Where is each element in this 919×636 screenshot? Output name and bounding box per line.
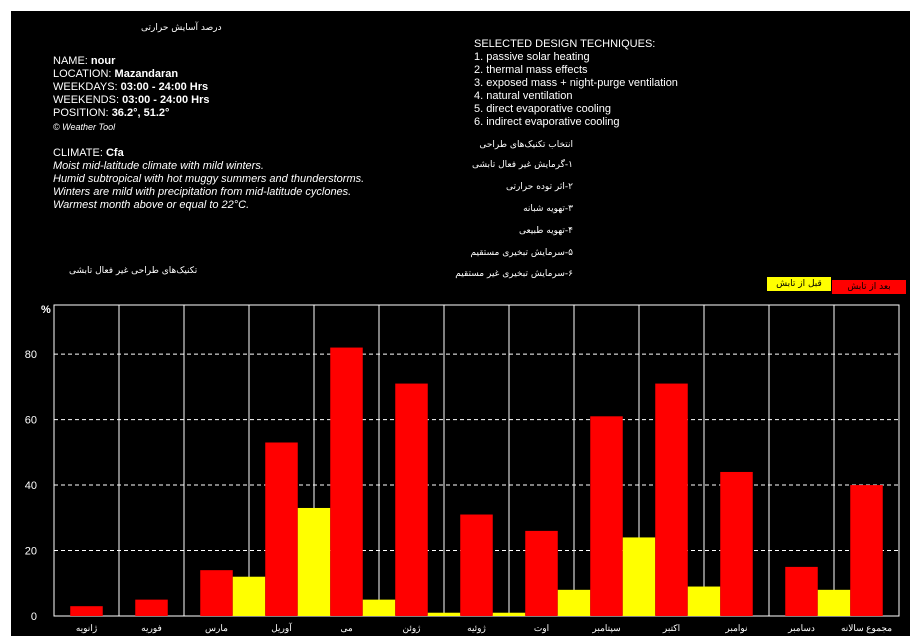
weekends-label: WEEKENDS:	[53, 94, 120, 106]
bar-after	[785, 566, 818, 616]
bar-after	[70, 606, 103, 616]
climate-line: Winters are mild with precipitation from…	[53, 186, 352, 198]
x-tick-label: آوریل	[271, 622, 292, 634]
passive-techniques-label: تکنیک‌های طراحی غیر فعال تابشی	[69, 266, 198, 276]
bar-before	[362, 599, 396, 616]
climate-line: Moist mid-latitude climate with mild win…	[53, 160, 264, 172]
legend-after: بعد از تابش	[832, 280, 906, 294]
x-tick-label: می	[340, 623, 353, 633]
climate-line: Humid subtropical with hot muggy summers…	[53, 173, 365, 185]
bar-chart: % 0 20 40 60 80 ژانویه فوریه مارس آوریل می ژوئن ژوئ…	[25, 304, 900, 634]
bar-after	[655, 383, 688, 616]
y-tick-label: 60	[25, 415, 37, 427]
fa-technique-item: ۱-گرمایش غیر فعال تابشی	[471, 160, 573, 170]
weekends-row: WEEKENDS: 03:00 - 24:00 Hrs	[53, 94, 210, 107]
fa-techniques-heading: انتخاب تکنیک‌های طراحی	[479, 140, 573, 150]
bar-after	[200, 570, 233, 616]
y-tick-label: 40	[25, 480, 37, 492]
location-value: Mazandaran	[114, 68, 179, 80]
location-row: LOCATION: Mazandaran	[53, 68, 178, 81]
x-tick-label: ژوئیه	[467, 623, 486, 634]
fa-technique-item: ۳-تهویه شبانه	[523, 204, 573, 214]
bar-before	[622, 537, 656, 616]
technique-item: 1. passive solar heating	[474, 51, 590, 63]
credit-text: © Weather Tool	[53, 122, 116, 132]
legend-before: قبل از تابش	[767, 277, 831, 291]
climate-label: CLIMATE:	[53, 147, 103, 159]
technique-item: 4. natural ventilation	[474, 90, 573, 102]
x-tick-label: ژوئن	[402, 623, 420, 634]
bar-after	[590, 416, 623, 616]
fa-technique-item: ۶-سرمایش تبخیری غیر مستقیم	[455, 269, 573, 279]
weekdays-label: WEEKDAYS:	[53, 81, 118, 93]
bar-after	[395, 383, 428, 616]
position-value: 36.2°, 51.2°	[111, 107, 170, 119]
bar-after	[330, 347, 363, 616]
fa-technique-item: ۴-تهویه طبیعی	[518, 226, 573, 236]
fa-technique-item: ۵-سرمایش تبخیری مستقیم	[470, 248, 573, 258]
x-tick-label: سپتامبر	[591, 623, 620, 634]
name-row: NAME: nour	[53, 55, 115, 68]
position-label: POSITION:	[53, 107, 109, 119]
climate-row: CLIMATE: Cfa	[53, 147, 124, 160]
fa-technique-item: ۲-اثر توده حرارتی	[505, 182, 573, 192]
name-value: nour	[90, 55, 116, 67]
y-tick-label: 80	[25, 349, 37, 361]
bar-after	[720, 471, 753, 616]
weekdays-value: 03:00 - 24:00 Hrs	[120, 81, 209, 93]
bar-after	[265, 442, 298, 616]
technique-item: 6. indirect evaporative cooling	[474, 116, 620, 128]
x-tick-label: مجموع سالانه	[841, 623, 892, 634]
bar-before	[232, 576, 266, 616]
weekends-value: 03:00 - 24:00 Hrs	[122, 94, 210, 106]
bar-before	[817, 589, 851, 616]
climate-code: Cfa	[105, 147, 124, 159]
x-tick-label: مارس	[205, 623, 228, 634]
location-label: LOCATION:	[53, 68, 112, 80]
x-tick-label: فوریه	[141, 623, 162, 634]
x-tick-label: نوامبر	[724, 623, 747, 634]
climate-line: Warmest month above or equal to 22°C.	[53, 199, 250, 211]
x-tick-label: اوت	[534, 623, 549, 634]
y-tick-label: 20	[25, 546, 37, 558]
bar-after	[525, 530, 558, 616]
x-tick-label: اکتبر	[662, 623, 680, 634]
page-title: درصد آسایش حرارتی	[141, 23, 222, 33]
bar-before	[427, 612, 461, 616]
chart-panel: درصد آسایش حرارتی NAME: nour LOCATION: M…	[11, 11, 910, 636]
position-row: POSITION: 36.2°, 51.2°	[53, 107, 169, 120]
y-tick-label: 0	[31, 611, 37, 623]
technique-item: 5. direct evaporative cooling	[474, 103, 611, 115]
x-tick-label: ژانویه	[76, 623, 97, 634]
bar-after	[460, 514, 493, 616]
bar-before	[557, 589, 591, 616]
techniques-heading: SELECTED DESIGN TECHNIQUES:	[474, 38, 656, 50]
y-axis-label: %	[41, 304, 51, 316]
bar-before	[687, 586, 721, 616]
weekdays-row: WEEKDAYS: 03:00 - 24:00 Hrs	[53, 81, 208, 94]
name-label: NAME:	[53, 55, 88, 67]
technique-item: 2. thermal mass effects	[474, 64, 588, 76]
bar-after	[850, 485, 883, 616]
technique-item: 3. exposed mass + night-purge ventilatio…	[474, 77, 678, 89]
bar-after	[135, 599, 168, 616]
bar-before	[297, 507, 331, 616]
bar-before	[492, 612, 526, 616]
x-tick-label: دسامبر	[787, 623, 815, 634]
